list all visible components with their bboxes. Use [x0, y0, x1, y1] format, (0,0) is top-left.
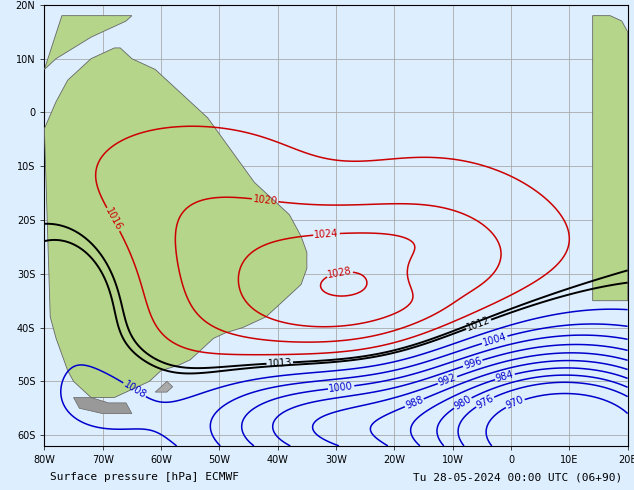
Polygon shape	[155, 381, 172, 392]
Text: 1008: 1008	[122, 379, 148, 400]
Text: 1020: 1020	[252, 194, 278, 207]
Polygon shape	[74, 397, 132, 414]
Polygon shape	[593, 16, 628, 301]
Text: 970: 970	[505, 395, 526, 411]
Text: 1004: 1004	[481, 331, 508, 348]
Text: 984: 984	[495, 369, 515, 384]
Polygon shape	[44, 16, 132, 70]
Text: Tu 28-05-2024 00:00 UTC (06+90): Tu 28-05-2024 00:00 UTC (06+90)	[413, 472, 622, 482]
Text: Surface pressure [hPa] ECMWF: Surface pressure [hPa] ECMWF	[50, 472, 239, 482]
Text: 976: 976	[474, 393, 496, 411]
Text: 1028: 1028	[327, 266, 353, 280]
Text: 988: 988	[404, 394, 425, 411]
Text: 996: 996	[462, 356, 483, 371]
Text: 1000: 1000	[328, 381, 354, 394]
Text: 1012: 1012	[465, 315, 492, 333]
Text: 1013: 1013	[267, 357, 292, 368]
Text: 1016: 1016	[103, 206, 124, 233]
Text: 980: 980	[452, 394, 473, 412]
Polygon shape	[44, 48, 307, 397]
Text: 992: 992	[437, 372, 458, 388]
Text: 1024: 1024	[314, 228, 339, 240]
